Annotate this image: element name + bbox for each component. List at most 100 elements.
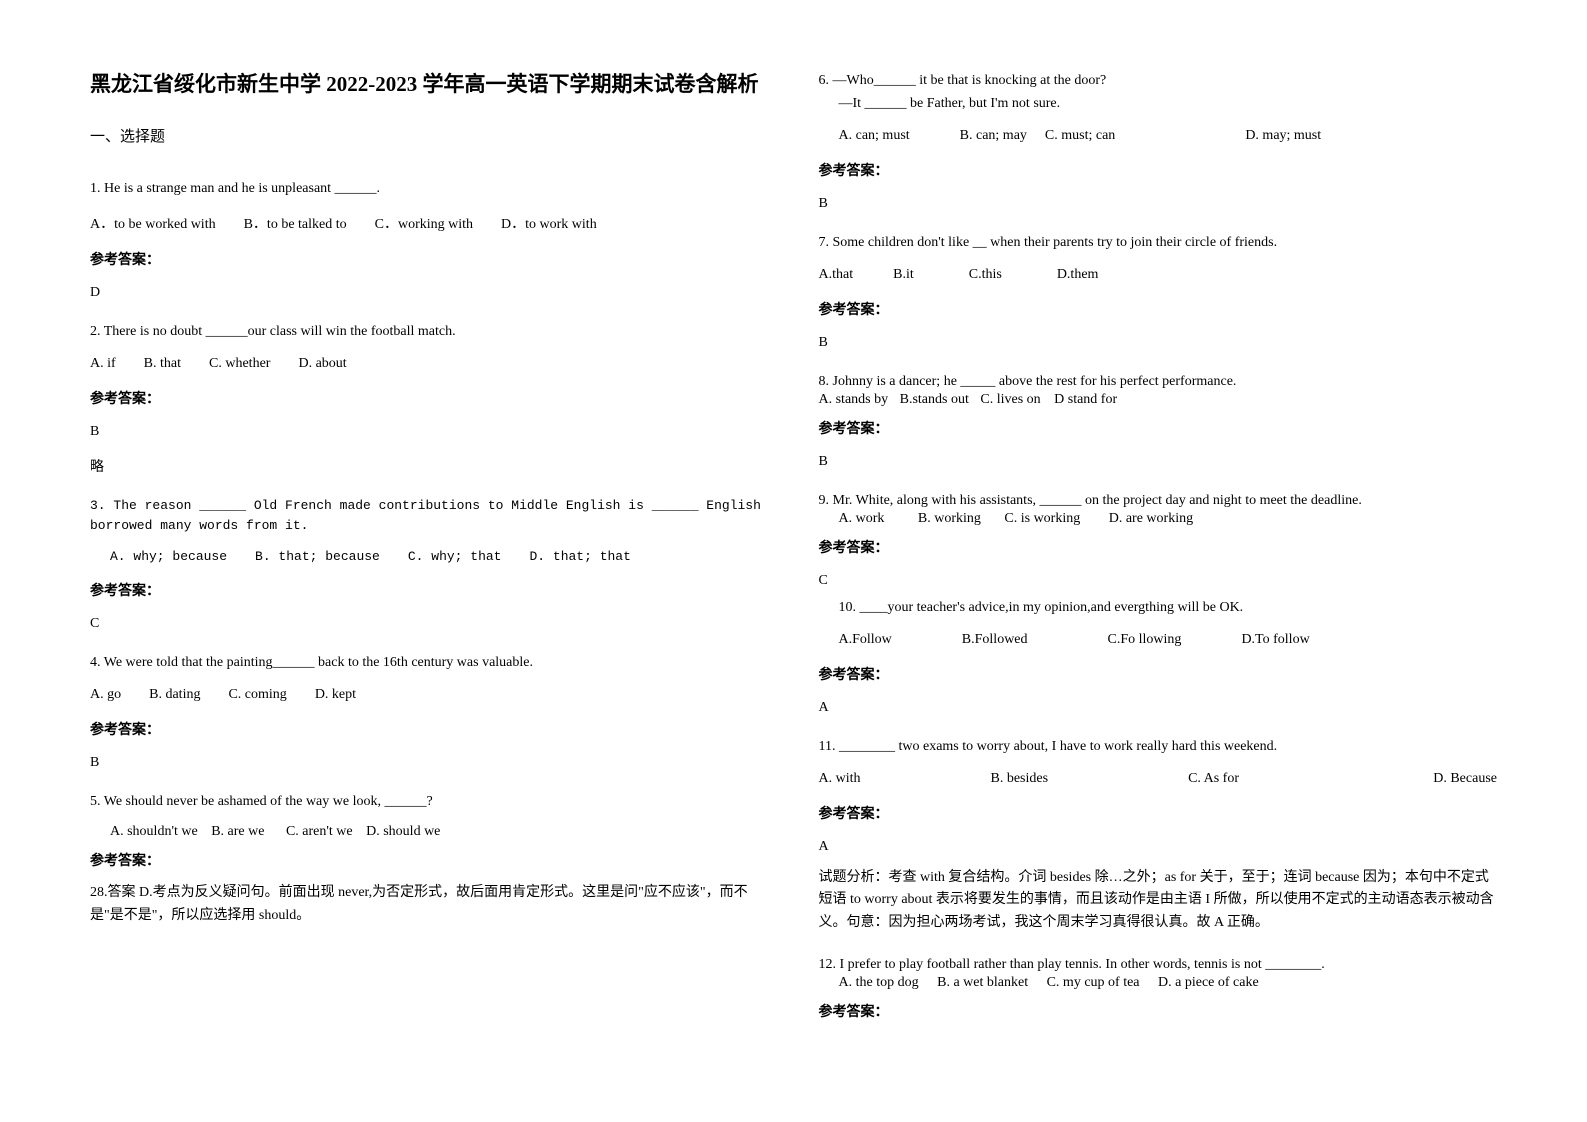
q8-answer: B <box>819 454 1498 470</box>
q5-opt-a: A. shouldn't we <box>110 824 198 839</box>
q4-answer-label: 参考答案： <box>90 719 769 739</box>
q11-text: 11. ________ two exams to worry about, I… <box>819 736 1498 757</box>
q9-options: A. work B. working C. is working D. are … <box>819 511 1498 527</box>
q9-answer: C <box>819 573 1498 589</box>
q7-opt-d: D.them <box>1057 267 1099 283</box>
q12-options: A. the top dog B. a wet blanket C. my cu… <box>819 975 1498 991</box>
q8-answer-label: 参考答案： <box>819 418 1498 438</box>
q2-text: 2. There is no doubt ______our class wil… <box>90 321 769 342</box>
q11-opt-b: B. besides <box>991 771 1049 787</box>
q1-answer: D <box>90 285 769 301</box>
q4-options: A. go B. dating C. coming D. kept <box>90 687 769 703</box>
q1-options: A．to be worked with B．to be talked to C．… <box>90 213 769 233</box>
q4-opt-a: A. go <box>90 687 121 703</box>
q9-text: 9. Mr. White, along with his assistants,… <box>819 490 1498 511</box>
q10-text: 10. ____your teacher's advice,in my opin… <box>819 597 1498 618</box>
q11-explanation: 试题分析：考查 with 复合结构。介词 besides 除…之外；as for… <box>819 867 1498 934</box>
q5-explanation: 28.答案 D.考点为反义疑问句。前面出现 never,为否定形式，故后面用肯定… <box>90 882 769 927</box>
q2-options: A. if B. that C. whether D. about <box>90 356 769 372</box>
q9-opt-c: C. is working <box>1004 511 1080 526</box>
q8-opt-b: B.stands out <box>900 392 969 407</box>
q5-text: 5. We should never be ashamed of the way… <box>90 791 769 812</box>
q6-opt-d: D. may; must <box>1245 128 1321 144</box>
q5-opt-c: C. aren't we <box>286 824 353 839</box>
q3-text: 3. The reason ______ Old French made con… <box>90 496 769 535</box>
q6-opt-a: A. can; must <box>839 128 910 144</box>
q9-answer-label: 参考答案： <box>819 537 1498 557</box>
q4-answer: B <box>90 755 769 771</box>
q6-line1: 6. —Who______ it be that is knocking at … <box>819 70 1498 91</box>
q4-opt-d: D. kept <box>315 687 356 703</box>
q10-answer-label: 参考答案： <box>819 664 1498 684</box>
q7-answer: B <box>819 335 1498 351</box>
q1-opt-a: A．to be worked with <box>90 213 216 233</box>
q5-answer-label: 参考答案： <box>90 850 769 870</box>
q6-opt-c: C. must; can <box>1045 128 1115 144</box>
q8-text: 8. Johnny is a dancer; he _____ above th… <box>819 371 1498 392</box>
q12-opt-a: A. the top dog <box>839 975 919 990</box>
q9-opt-d: D. are working <box>1109 511 1193 526</box>
q4-text: 4. We were told that the painting______ … <box>90 652 769 673</box>
q8-opt-c: C. lives on <box>980 392 1040 407</box>
q5-options: A. shouldn't we B. are we C. aren't we D… <box>90 824 769 840</box>
q8-opt-a: A. stands by <box>819 392 889 407</box>
q2-answer: B <box>90 424 769 440</box>
q4-opt-b: B. dating <box>149 687 200 703</box>
q7-opt-c: C.this <box>969 267 1002 283</box>
q3-answer-label: 参考答案： <box>90 580 769 600</box>
q10-answer: A <box>819 700 1498 716</box>
q7-options: A.that B.it C.this D.them <box>819 267 1498 283</box>
q11-answer: A <box>819 839 1498 855</box>
q4-opt-c: C. coming <box>228 687 286 703</box>
q3-options: A. why; because B. that; because C. why;… <box>90 549 769 564</box>
right-column: 6. —Who______ it be that is knocking at … <box>819 70 1498 1052</box>
q12-opt-b: B. a wet blanket <box>937 975 1028 990</box>
q11-opt-a: A. with <box>819 771 861 787</box>
q10-options: A.Follow B.Followed C.Fo llowing D.To fo… <box>819 632 1498 648</box>
q2-opt-d: D. about <box>298 356 346 372</box>
q3-opt-c: C. why; that <box>408 549 502 564</box>
q7-opt-a: A.that <box>819 267 854 283</box>
section-heading: 一、选择题 <box>90 125 769 146</box>
exam-title: 黑龙江省绥化市新生中学 2022-2023 学年高一英语下学期期末试卷含解析 <box>90 70 769 99</box>
q2-opt-a: A. if <box>90 356 116 372</box>
q6-answer-label: 参考答案： <box>819 160 1498 180</box>
q1-text: 1. He is a strange man and he is unpleas… <box>90 178 769 199</box>
q9-opt-b: B. working <box>918 511 981 526</box>
q3-opt-d: D. that; that <box>529 549 630 564</box>
q11-answer-label: 参考答案： <box>819 803 1498 823</box>
q2-opt-b: B. that <box>144 356 181 372</box>
q11-opt-d: D. Because <box>1433 771 1497 787</box>
left-column: 黑龙江省绥化市新生中学 2022-2023 学年高一英语下学期期末试卷含解析 一… <box>90 70 769 1052</box>
q2-opt-c: C. whether <box>209 356 270 372</box>
q9-opt-a: A. work <box>839 511 885 526</box>
q10-opt-c: C.Fo llowing <box>1108 632 1182 648</box>
q3-answer: C <box>90 616 769 632</box>
q8-opt-d: D stand for <box>1054 392 1117 407</box>
q5-opt-d: D. should we <box>366 824 440 839</box>
q7-opt-b: B.it <box>893 267 914 283</box>
q1-answer-label: 参考答案： <box>90 249 769 269</box>
q10-opt-d: D.To follow <box>1241 632 1309 648</box>
q7-text: 7. Some children don't like __ when thei… <box>819 232 1498 253</box>
q6-opt-b: B. can; may <box>960 128 1027 144</box>
q11-options: A. with B. besides C. As for D. Because <box>819 771 1498 787</box>
q1-opt-b: B．to be talked to <box>244 213 347 233</box>
q3-opt-a: A. why; because <box>110 549 227 564</box>
q6-options: A. can; must B. can; may C. must; can D.… <box>819 128 1498 144</box>
q11-opt-c: C. As for <box>1188 771 1433 787</box>
q10-opt-a: A.Follow <box>839 632 892 648</box>
q2-note: 略 <box>90 456 769 476</box>
q6-answer: B <box>819 196 1498 212</box>
q12-opt-d: D. a piece of cake <box>1158 975 1259 990</box>
q8-options: A. stands by B.stands out C. lives on D … <box>819 392 1498 408</box>
q12-text: 12. I prefer to play football rather tha… <box>819 954 1498 975</box>
q12-opt-c: C. my cup of tea <box>1047 975 1140 990</box>
q1-opt-d: D．to work with <box>501 213 597 233</box>
q12-answer-label: 参考答案： <box>819 1001 1498 1021</box>
q1-opt-c: C．working with <box>375 213 473 233</box>
q7-answer-label: 参考答案： <box>819 299 1498 319</box>
q5-opt-b: B. are we <box>211 824 264 839</box>
q2-answer-label: 参考答案： <box>90 388 769 408</box>
q3-opt-b: B. that; because <box>255 549 380 564</box>
